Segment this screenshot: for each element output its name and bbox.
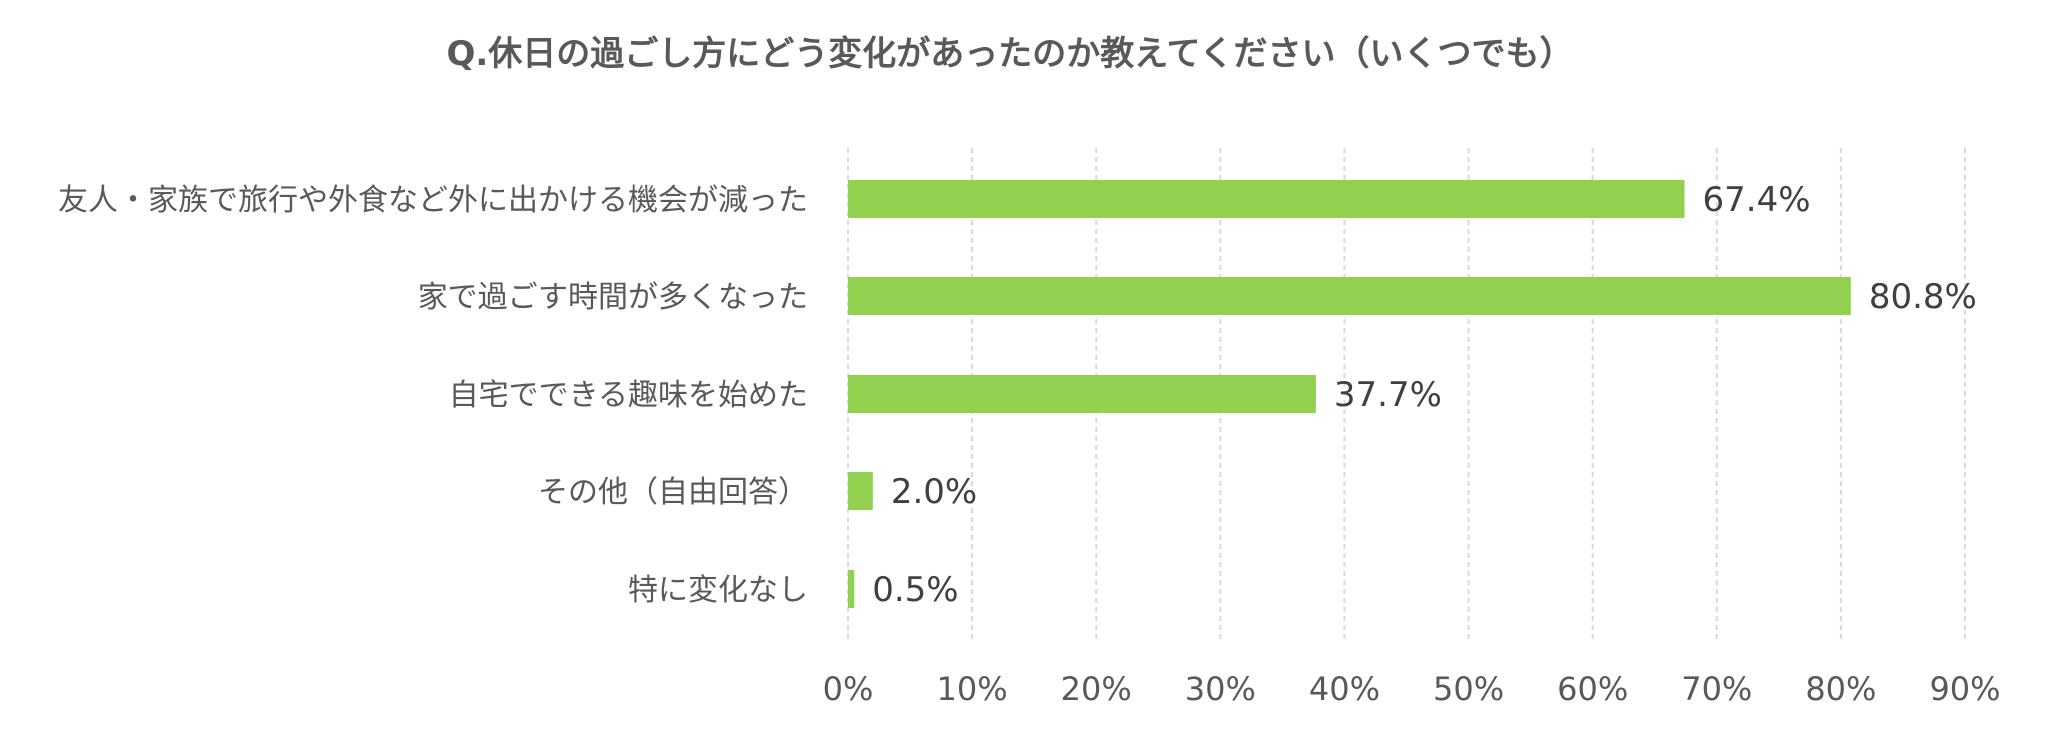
data-label: 2.0% xyxy=(891,472,977,512)
category-label: 特に変化なし xyxy=(628,573,808,608)
bar xyxy=(848,375,1316,413)
x-tick-label: 60% xyxy=(1557,670,1628,708)
data-label: 67.4% xyxy=(1703,180,1811,220)
x-tick-label: 10% xyxy=(937,670,1008,708)
category-label: 家で過ごす時間が多くなった xyxy=(418,280,808,315)
gridlines xyxy=(847,148,1966,640)
x-tick-label: 50% xyxy=(1433,670,1504,708)
x-tick-label: 30% xyxy=(1185,670,1256,708)
data-label: 37.7% xyxy=(1334,375,1442,415)
value-labels: 67.4% 80.8% 37.7% 2.0% 0.5% xyxy=(872,180,1977,610)
chart-title: Q.休日の過ごし方にどう変化があったのか教えてください（いくつでも） xyxy=(446,34,1573,74)
x-tick-label: 40% xyxy=(1309,670,1380,708)
bar xyxy=(848,570,855,608)
bar xyxy=(848,180,1685,218)
bar xyxy=(848,472,873,510)
x-axis-tick-labels: 0% 10% 20% 30% 40% 50% 60% 70% 80% 90% xyxy=(823,670,2001,708)
category-labels: 友人・家族で旅行や外食など外に出かける機会が減った家で過ごす時間が多くなった自宅… xyxy=(58,183,808,608)
category-label: 自宅でできる趣味を始めた xyxy=(449,378,808,413)
x-tick-label: 0% xyxy=(823,670,874,708)
x-tick-label: 20% xyxy=(1061,670,1132,708)
x-tick-label: 90% xyxy=(1929,670,2000,708)
x-tick-label: 70% xyxy=(1681,670,1752,708)
data-label: 0.5% xyxy=(872,570,958,610)
x-tick-label: 80% xyxy=(1805,670,1876,708)
data-label: 80.8% xyxy=(1869,277,1977,317)
bar xyxy=(848,277,1851,315)
category-label: 友人・家族で旅行や外食など外に出かける機会が減った xyxy=(58,183,808,218)
category-label: その他（自由回答） xyxy=(538,475,808,510)
bars xyxy=(848,180,1851,608)
